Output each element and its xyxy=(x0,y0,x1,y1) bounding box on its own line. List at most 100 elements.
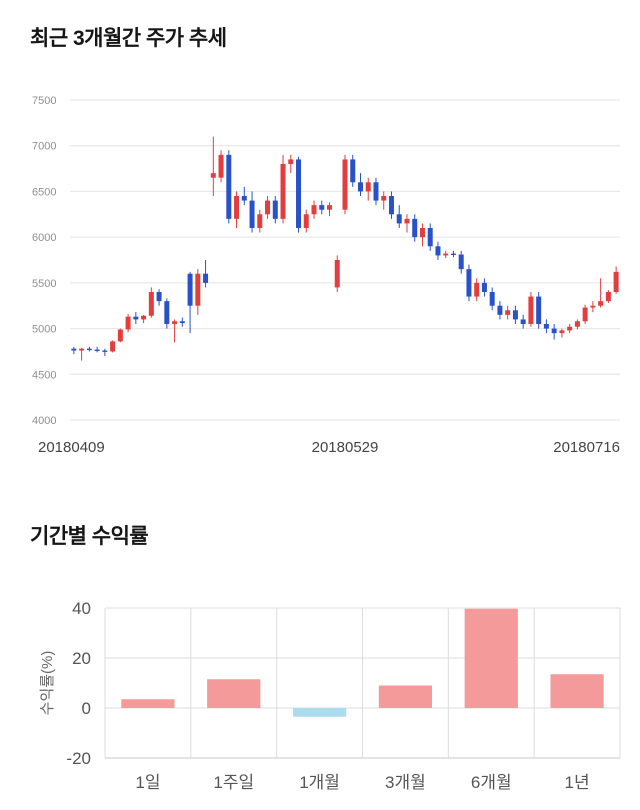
candle-body xyxy=(365,182,371,192)
return-bar xyxy=(464,608,518,708)
candle-body xyxy=(125,316,131,330)
candle-body xyxy=(590,305,596,308)
candle-body xyxy=(257,214,263,228)
candle-body xyxy=(117,329,123,342)
candle-body xyxy=(164,301,170,324)
candle-body xyxy=(443,253,449,256)
period-returns-chart: 40 20 0 -20 1일 1주일 1개월 3개월 6개월 1년 수익률(%) xyxy=(30,594,628,806)
x-date-label: 20180716 xyxy=(553,439,620,456)
candle-body xyxy=(605,292,611,302)
candle-body xyxy=(512,310,518,320)
candle-body xyxy=(296,159,302,228)
candlestick-svg: 7500 7000 6500 6000 5500 5000 4500 4000 20180409… xyxy=(32,95,620,456)
price-candlestick-chart: 7500 7000 6500 6000 5500 5000 4500 4000 20180409… xyxy=(30,88,628,460)
y-tick-label: 6000 xyxy=(32,232,56,244)
candle-body xyxy=(396,214,402,224)
candle-body xyxy=(265,200,271,215)
candle-body xyxy=(543,324,549,329)
candle-body xyxy=(528,296,534,324)
candle-body xyxy=(133,316,139,320)
candle-body xyxy=(234,196,240,219)
candle-body xyxy=(450,253,456,255)
candle-body xyxy=(218,154,224,178)
return-bar xyxy=(292,708,347,717)
candle-body xyxy=(435,246,441,256)
y-tick-label: 20 xyxy=(72,649,91,668)
candle-body xyxy=(551,328,557,334)
y-tick-label: 4500 xyxy=(32,369,56,381)
candle-body xyxy=(249,200,255,228)
candle-body xyxy=(342,159,348,210)
candle-body xyxy=(210,173,216,178)
x-date-label: 20180529 xyxy=(312,439,379,456)
y-tick-label: 7000 xyxy=(32,141,56,153)
candle-body xyxy=(187,273,193,306)
y-tick-label: 7500 xyxy=(32,95,56,107)
return-bar xyxy=(121,699,175,708)
candle-body xyxy=(350,159,356,183)
candle-body xyxy=(489,292,495,306)
x-date-label: 20180409 xyxy=(38,439,105,456)
candle-body xyxy=(203,273,209,283)
price-trend-title: 최근 3개월간 주가 추세 xyxy=(30,27,227,50)
candle-body xyxy=(327,205,333,210)
return-bar xyxy=(207,679,261,708)
candle-body xyxy=(388,196,394,215)
candle-body xyxy=(272,200,278,219)
candle-body xyxy=(94,349,100,351)
candle-body xyxy=(148,292,154,316)
category-label: 1개월 xyxy=(299,773,340,792)
candle-body xyxy=(288,159,294,164)
candle-body xyxy=(102,350,108,352)
y-tick-label: 5500 xyxy=(32,278,56,290)
candle-body xyxy=(172,321,178,324)
candle-body xyxy=(497,305,503,315)
candle-body xyxy=(241,196,247,201)
category-label: 6개월 xyxy=(471,773,512,792)
candle-body xyxy=(481,282,487,292)
category-label: 1년 xyxy=(565,773,590,792)
candle-body xyxy=(559,330,565,334)
candle-body xyxy=(520,319,526,324)
candle-body xyxy=(357,182,363,192)
category-label: 1주일 xyxy=(213,773,254,792)
candle-body xyxy=(226,154,232,219)
candle-body xyxy=(582,307,588,322)
candle-body xyxy=(567,326,573,331)
candle-body xyxy=(373,182,379,201)
candle-body xyxy=(427,228,433,247)
candle-body xyxy=(303,214,309,228)
candle-body xyxy=(474,282,480,297)
candle-body xyxy=(110,341,116,352)
candle-body xyxy=(574,321,580,327)
candle-body xyxy=(141,315,147,320)
candle-body xyxy=(505,310,511,315)
candle-body xyxy=(466,269,472,297)
y-tick-label: 40 xyxy=(72,599,91,618)
candle-body xyxy=(195,273,201,306)
candle-body xyxy=(71,348,77,351)
candle-body xyxy=(79,348,85,351)
return-bar xyxy=(550,674,604,708)
category-label: 1일 xyxy=(135,773,160,792)
candle-body xyxy=(156,292,162,302)
y-tick-label: 5000 xyxy=(32,324,56,336)
y-axis-label: 수익률(%) xyxy=(39,651,56,716)
y-tick-label: 6500 xyxy=(32,186,56,198)
candle-body xyxy=(412,218,418,238)
candle-body xyxy=(458,254,464,270)
candle-body xyxy=(404,218,410,224)
candle-body xyxy=(179,321,185,324)
candle-body xyxy=(536,296,542,324)
candle-body xyxy=(280,164,286,219)
candle-body xyxy=(86,348,92,351)
y-tick-label: 0 xyxy=(82,699,91,718)
candle-body xyxy=(598,301,604,306)
returns-title: 기간별 수익률 xyxy=(30,525,149,548)
bar-chart-svg: 40 20 0 -20 1일 1주일 1개월 3개월 6개월 1년 수익률(%) xyxy=(39,599,621,792)
candle-body xyxy=(419,228,425,238)
candle-body xyxy=(311,205,317,215)
candle-body xyxy=(381,196,387,201)
return-bar xyxy=(378,685,433,708)
